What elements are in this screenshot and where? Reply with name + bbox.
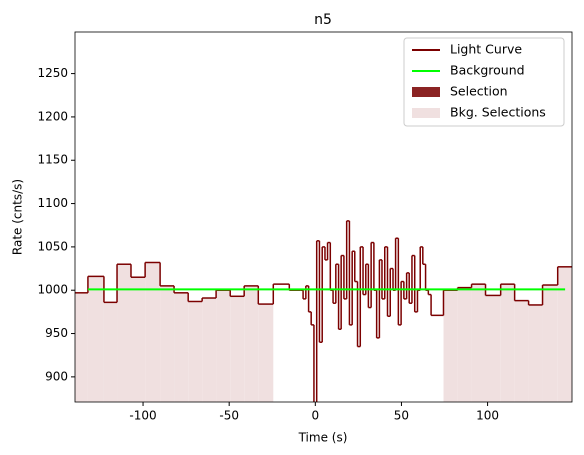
bkg-selection-area — [457, 287, 472, 402]
bkg-selection-area — [160, 285, 175, 402]
bkg-selection-area — [117, 264, 131, 402]
bkg-selection-area — [528, 304, 543, 402]
bkg-selection-area — [145, 262, 161, 402]
x-tick-label: -100 — [129, 409, 156, 423]
legend-label: Light Curve — [450, 42, 522, 57]
bkg-selection-area — [514, 300, 529, 402]
y-tick-label: 1100 — [37, 196, 68, 210]
y-axis-label: Rate (cnts/s) — [11, 179, 25, 255]
y-tick-label: 1150 — [37, 153, 68, 167]
y-tick-label: 900 — [45, 369, 68, 383]
bkg-selection-area — [130, 277, 146, 402]
bkg-selection-area — [485, 295, 501, 402]
x-tick-label: 100 — [476, 409, 499, 423]
legend-box — [403, 37, 565, 127]
bkg-selection-area — [75, 292, 88, 402]
x-tick-label: 0 — [311, 409, 319, 423]
y-tick-label: 950 — [45, 326, 68, 340]
bkg-selection-area — [244, 285, 259, 402]
legend-swatch — [412, 87, 440, 97]
legend-swatch — [412, 108, 440, 118]
y-tick-label: 1000 — [37, 283, 68, 297]
x-axis-label: Time (s) — [298, 431, 348, 445]
bkg-selection-area — [202, 298, 217, 402]
bkg-selection-area — [471, 284, 486, 402]
bkg-selection-area — [188, 301, 203, 402]
legend-label: Background — [450, 63, 525, 78]
bkg-selection-area — [174, 292, 189, 402]
bkg-selection-area — [87, 276, 104, 402]
x-tick-label: -50 — [219, 409, 239, 423]
bkg-selection-area — [103, 302, 118, 402]
bkg-selection-area — [230, 296, 245, 402]
bkg-selection-area — [258, 304, 274, 402]
x-tick-label: 50 — [394, 409, 409, 423]
y-tick-label: 1200 — [37, 109, 68, 123]
bkg-selection-area — [216, 290, 231, 402]
bkg-selection-area — [557, 266, 572, 402]
legend-label: Selection — [450, 84, 508, 99]
bkg-selection-area — [500, 284, 515, 402]
plot-area — [75, 220, 572, 402]
legend-label: Bkg. Selections — [450, 105, 546, 120]
y-tick-label: 1050 — [37, 239, 68, 253]
axes: -100 -50 0 50 100 900 950 1000 1050 1100 1150 1200 1… — [37, 66, 499, 422]
axes-frame — [74, 31, 573, 403]
y-tick-label: 1250 — [37, 66, 68, 80]
legend: Light Curve Background Selection Bkg. Selec… — [403, 37, 565, 127]
bkg-selection-area — [443, 290, 458, 402]
chart-title: n5 — [314, 12, 332, 28]
bkg-selection-area — [542, 285, 558, 402]
